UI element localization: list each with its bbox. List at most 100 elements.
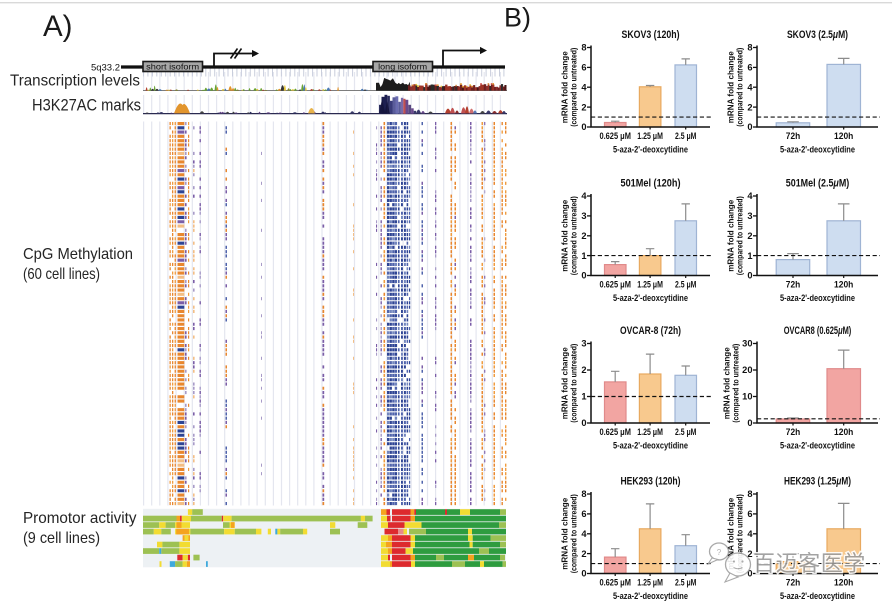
svg-text:CpG Methylation: CpG Methylation [23,246,133,263]
svg-text:0: 0 [747,271,752,281]
svg-text:5-aza-2'-deoxcytidine: 5-aza-2'-deoxcytidine [613,440,688,451]
svg-text:5-aza-2'-deoxcytidine: 5-aza-2'-deoxcytidine [613,590,688,601]
svg-text:1: 1 [581,392,586,402]
svg-text:short isoform: short isoform [146,63,199,72]
svg-text:mRNA fold change: mRNA fold change [560,200,570,272]
svg-text:SKOV3 (120h): SKOV3 (120h) [622,29,680,41]
svg-text:2: 2 [747,549,752,559]
svg-text:H3K27AC marks: H3K27AC marks [32,97,141,115]
svg-text:B): B) [504,3,531,33]
svg-text:1.25 μM: 1.25 μM [637,279,663,290]
svg-text:mRNA fold change: mRNA fold change [726,498,736,570]
svg-text:mRNA fold change: mRNA fold change [560,498,570,570]
svg-text:120h: 120h [834,130,854,141]
svg-text:(compared to untreated): (compared to untreated) [569,344,579,423]
svg-text:4: 4 [747,191,753,201]
svg-text:501Mel (2.5μM): 501Mel (2.5μM) [786,178,850,190]
svg-text:0: 0 [581,122,586,132]
svg-text:1: 1 [747,251,752,261]
svg-text:8: 8 [747,489,752,499]
svg-text:8: 8 [581,43,586,53]
svg-text:30: 30 [742,339,752,349]
svg-text:6: 6 [581,509,586,519]
svg-text:20: 20 [742,365,752,375]
svg-text:2.5 μM: 2.5 μM [675,577,697,588]
svg-text:2: 2 [747,102,752,112]
svg-text:6: 6 [747,63,752,73]
svg-text:2: 2 [747,231,752,241]
svg-text:(compared to untreated): (compared to untreated) [735,196,745,275]
svg-text:(compared to untreated): (compared to untreated) [735,48,745,127]
svg-text:0.625 μM: 0.625 μM [599,577,631,588]
svg-text:3: 3 [747,211,752,221]
svg-text:mRNA fold change: mRNA fold change [726,200,736,272]
svg-text:120h: 120h [834,577,854,588]
svg-text:120h: 120h [834,426,854,437]
svg-text:8: 8 [581,489,586,499]
svg-text:HEK293 (1.25μM): HEK293 (1.25μM) [784,476,851,488]
svg-text:?: ? [717,548,722,557]
svg-text:mRNA fold change: mRNA fold change [560,347,570,419]
svg-text:0.625 μM: 0.625 μM [599,426,631,437]
svg-text:(compared to untreated): (compared to untreated) [569,494,579,573]
svg-text:1.25 μM: 1.25 μM [637,426,663,437]
svg-text:2.5 μM: 2.5 μM [675,130,697,141]
svg-text:SKOV3 (2.5μM): SKOV3 (2.5μM) [787,29,848,41]
svg-text:OVCAR8 (0.625μM): OVCAR8 (0.625μM) [784,325,852,337]
svg-text:2: 2 [581,365,586,375]
svg-text:(compared to untreated): (compared to untreated) [569,48,579,127]
svg-text:A): A) [43,10,73,43]
svg-text:mRNA fold change: mRNA fold change [722,347,732,419]
svg-text:0: 0 [747,418,752,428]
svg-text:(9 cell lines): (9 cell lines) [23,530,100,547]
svg-text:(compared to untreated): (compared to untreated) [569,196,579,275]
svg-text:1: 1 [581,251,586,261]
svg-text:(compared to untreated): (compared to untreated) [735,494,745,573]
svg-text:HEK293 (120h): HEK293 (120h) [621,476,681,488]
svg-text:(compared to untreated): (compared to untreated) [731,344,741,423]
svg-text:0: 0 [747,122,752,132]
svg-text:Transcription levels: Transcription levels [10,73,140,90]
svg-text:0: 0 [581,418,586,428]
svg-text:0: 0 [581,569,586,579]
svg-text:120h: 120h [834,279,854,290]
svg-text:0.625 μM: 0.625 μM [599,279,631,290]
svg-text:5-aza-2'-deoxcytidine: 5-aza-2'-deoxcytidine [780,590,855,601]
svg-text:6: 6 [581,63,586,73]
svg-text:0: 0 [581,271,586,281]
svg-text:6: 6 [747,509,752,519]
svg-text:Promotor activity: Promotor activity [23,510,137,527]
svg-text:72h: 72h [786,426,801,437]
svg-text:5-aza-2'-deoxcytidine: 5-aza-2'-deoxcytidine [780,292,855,303]
svg-text:3: 3 [581,211,586,221]
svg-text:mRNA fold change: mRNA fold change [560,51,570,123]
svg-text:OVCAR-8 (72h): OVCAR-8 (72h) [620,325,681,337]
svg-text:3: 3 [581,339,586,349]
svg-text:1.25 μM: 1.25 μM [637,130,663,141]
svg-text:5q33.2: 5q33.2 [91,63,120,74]
svg-text:long isoform: long isoform [378,63,427,72]
svg-text:2: 2 [581,231,586,241]
svg-text:2.5 μM: 2.5 μM [675,426,697,437]
svg-text:4: 4 [581,82,587,92]
svg-text:2: 2 [581,102,586,112]
svg-text:501Mel (120h): 501Mel (120h) [621,178,681,190]
svg-text:5-aza-2'-deoxcytidine: 5-aza-2'-deoxcytidine [780,144,855,155]
svg-text:百迈客医学: 百迈客医学 [753,551,866,576]
svg-text:5-aza-2'-deoxcytidine: 5-aza-2'-deoxcytidine [613,292,688,303]
svg-text:mRNA fold change: mRNA fold change [726,51,736,123]
svg-text:4: 4 [581,191,587,201]
svg-text:2: 2 [581,549,586,559]
svg-text:72h: 72h [786,279,801,290]
svg-text:8: 8 [747,43,752,53]
svg-text:0.625 μM: 0.625 μM [599,130,631,141]
svg-text:(60 cell lines): (60 cell lines) [23,266,100,283]
svg-text:5-aza-2'-deoxcytidine: 5-aza-2'-deoxcytidine [780,440,855,451]
svg-text:4: 4 [747,82,753,92]
svg-text:4: 4 [581,529,587,539]
svg-text:0: 0 [747,569,752,579]
svg-text:1.25 μM: 1.25 μM [637,577,663,588]
svg-text:72h: 72h [786,130,801,141]
svg-text:4: 4 [747,529,753,539]
svg-text:10: 10 [742,392,752,402]
